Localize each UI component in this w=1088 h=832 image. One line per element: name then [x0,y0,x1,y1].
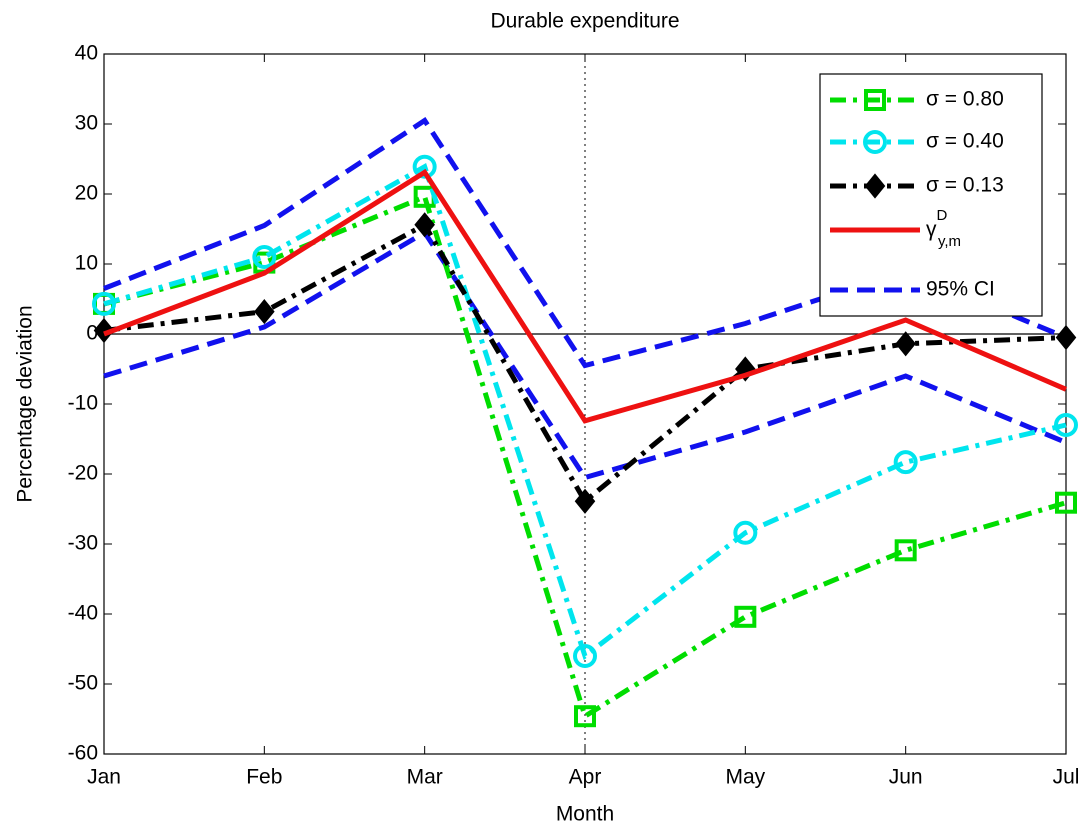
legend-label: 95% CI [926,278,995,301]
y-tick-label: -30 [68,532,98,555]
y-axis-label: Percentage deviation [14,305,37,502]
marker [252,245,277,269]
legend-label: σ = 0.80 [926,88,1004,111]
legend-label: σ = 0.13 [926,174,1004,197]
marker [1054,413,1078,437]
legend-label: γD y,m [926,207,961,250]
x-tick-label: Jan [87,766,121,789]
marker [864,173,886,199]
marker [864,89,886,111]
series-line [103,163,1067,661]
marker [414,212,435,238]
marker [574,705,596,728]
y-tick-label: -40 [68,602,98,625]
marker [734,605,757,628]
series-line [103,168,1067,424]
x-tick-label: May [725,766,765,789]
x-tick-label: Jul [1053,766,1080,789]
x-tick-label: Mar [407,766,443,789]
x-tick-label: Jun [889,766,923,789]
marker [893,450,918,475]
marker [733,520,758,545]
marker [574,488,596,514]
x-tick-label: Apr [569,766,602,789]
y-tick-label: 10 [75,252,98,275]
marker [92,291,116,316]
marker [894,539,917,562]
y-tick-label: 20 [75,182,98,205]
y-tick-label: -10 [68,392,98,415]
y-tick-label: 40 [75,42,98,65]
y-tick-label: 0 [86,322,98,345]
marker [254,299,275,325]
marker [1055,324,1077,351]
x-axis-label: Month [556,803,614,826]
legend-box [819,73,1043,317]
y-tick-label: -50 [68,672,98,695]
marker [1055,491,1077,514]
y-tick-label: -60 [68,742,98,765]
legend-label: σ = 0.40 [926,130,1004,153]
ci-line [103,229,1067,481]
y-tick-label: 30 [75,112,98,135]
ci-line [103,117,1067,369]
marker [573,644,597,668]
marker [895,331,916,357]
marker [93,317,115,344]
y-tick-label: -20 [68,462,98,485]
x-tick-label: Feb [246,766,282,789]
marker [863,130,887,154]
chart-title: Durable expenditure [490,10,679,33]
